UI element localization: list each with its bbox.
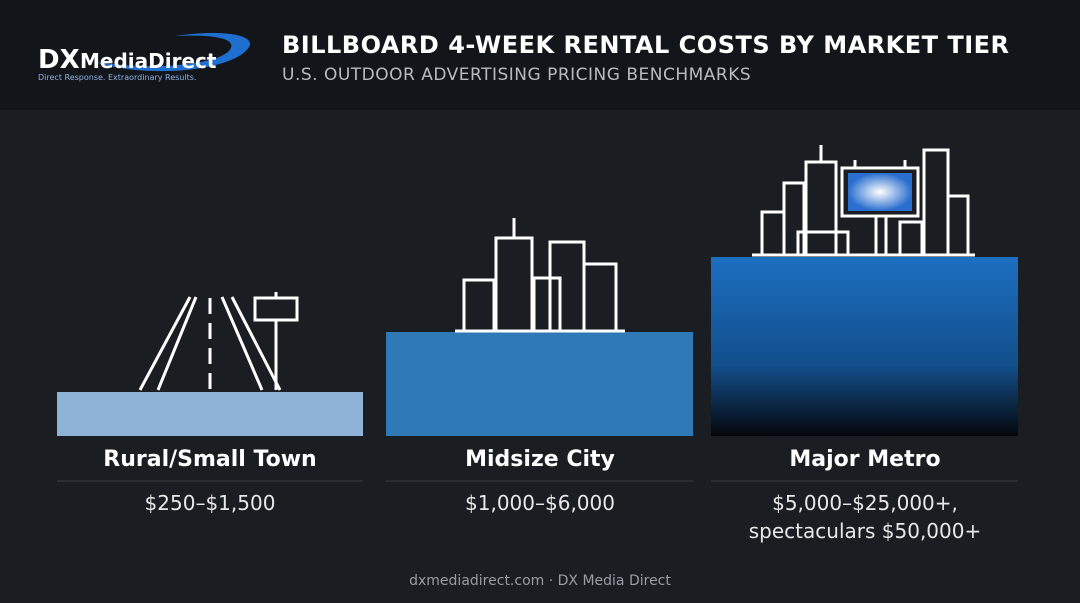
city-icon — [455, 218, 625, 333]
metro-icon — [752, 145, 975, 257]
road-icon — [138, 292, 299, 391]
logo-tagline: Direct Response. Extraordinary Results. — [38, 73, 196, 82]
logo-brand: DX — [38, 45, 80, 75]
tier-name: Rural/Small Town — [103, 447, 316, 472]
tier-block — [386, 332, 693, 436]
tier-price: spectaculars $50,000+ — [749, 519, 981, 543]
tier-block — [711, 257, 1018, 436]
tier-price: $5,000–$25,000+, — [772, 491, 958, 515]
header-band — [0, 0, 1080, 110]
logo-name: MediaDirect — [80, 49, 217, 73]
logo-swoosh — [95, 33, 251, 72]
title: BILLBOARD 4-WEEK RENTAL COSTS BY MARKET … — [282, 31, 1010, 59]
footer: dxmediadirect.com · DX Media Direct — [409, 573, 671, 589]
tier-block — [57, 392, 363, 436]
tier-price: $1,000–$6,000 — [465, 491, 615, 515]
subtitle: U.S. OUTDOOR ADVERTISING PRICING BENCHMA… — [282, 65, 751, 85]
tier-name: Major Metro — [789, 447, 940, 472]
tier-price: $250–$1,500 — [145, 491, 276, 515]
tier-name: Midsize City — [465, 447, 615, 472]
billboard-screen — [848, 173, 912, 211]
